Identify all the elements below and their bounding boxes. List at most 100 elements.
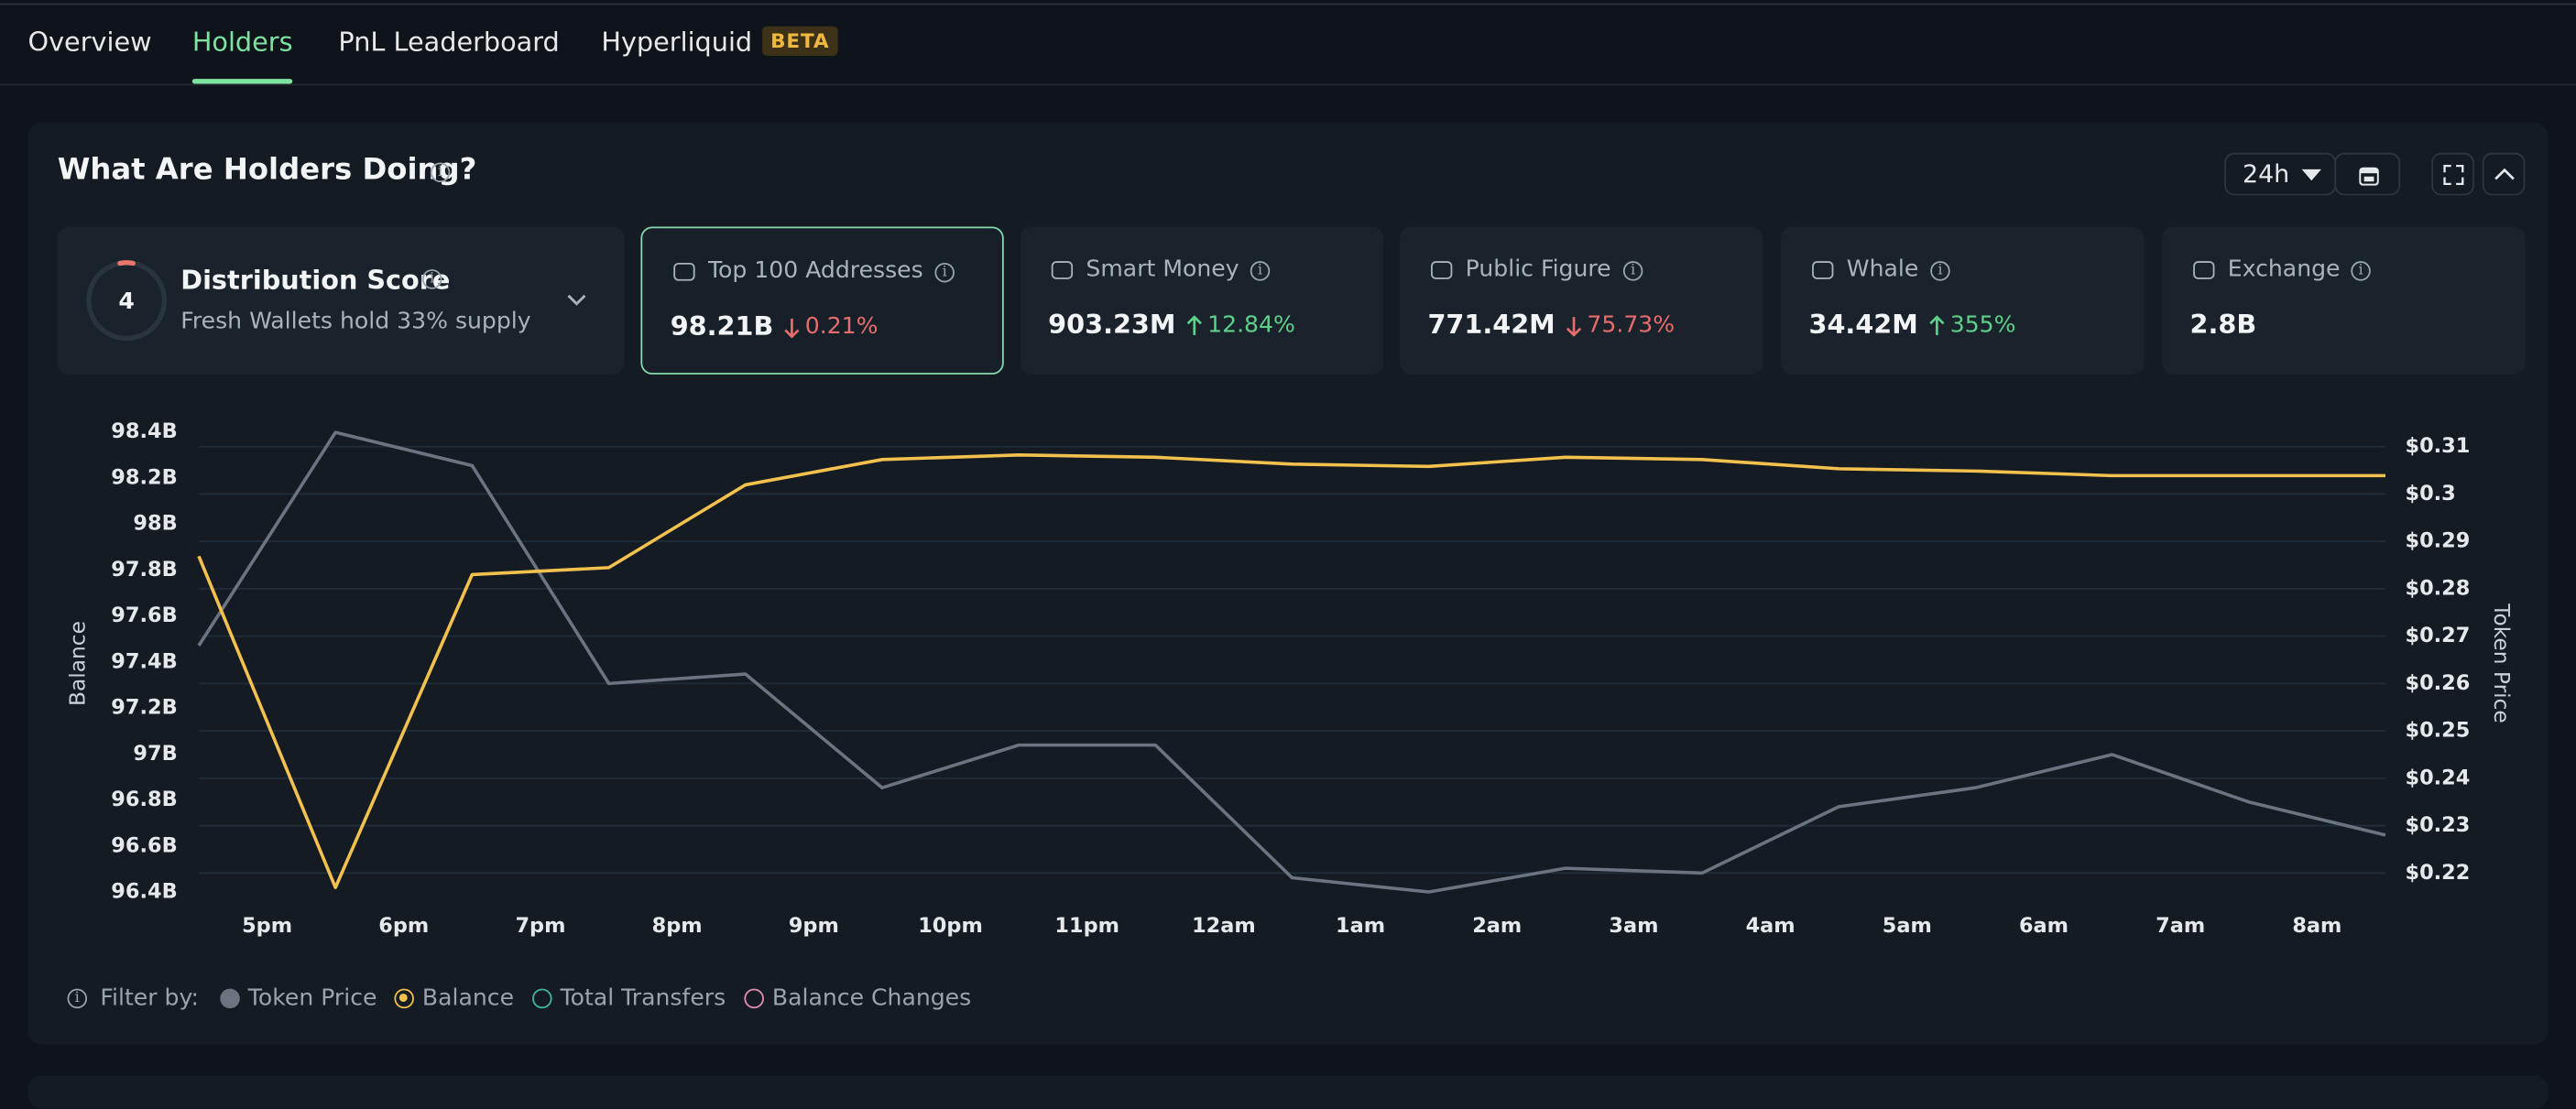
trend-arrow — [1566, 317, 1582, 337]
y-tick-label: 96.8B — [111, 788, 177, 811]
y-tick-label: 98.2B — [111, 465, 177, 489]
card-icon — [1051, 261, 1074, 279]
trend-arrow — [1186, 315, 1202, 335]
x-tick-label: 2am — [1472, 914, 1522, 938]
expand-icon — [2443, 164, 2464, 186]
filter-toggle-fill — [398, 993, 408, 1002]
y2-tick-label: $0.24 — [2405, 766, 2470, 789]
card-label: Top 100 Addresses — [707, 257, 923, 285]
card-value: 34.42M — [1808, 309, 1918, 341]
card-value: 2.8B — [2189, 309, 2257, 341]
timeframe-select[interactable]: 24h — [2224, 152, 2337, 196]
filter-toggle[interactable] — [394, 988, 414, 1009]
calendar-button[interactable] — [2334, 152, 2401, 196]
tab[interactable]: Holders — [191, 26, 293, 58]
score: 4 — [118, 288, 134, 314]
score-card[interactable]: 4 Distribution Score i Fresh Wallets hol… — [57, 226, 625, 375]
y2-tick-label: $0.29 — [2405, 529, 2470, 553]
chevron-down — [567, 294, 586, 306]
x-tick-label: 6pm — [378, 914, 429, 938]
tab[interactable]: Hyperliquid — [601, 26, 753, 58]
info-icon[interactable]: i — [934, 262, 955, 283]
y2-tick-label: $0.26 — [2405, 671, 2470, 695]
score-ring: 4 — [86, 260, 168, 342]
x-tick-label: 9pm — [789, 914, 839, 938]
score-subtitle: Fresh Wallets hold 33% supply — [180, 309, 531, 335]
y-tick-label: 98B — [133, 512, 177, 536]
x-tick-label: 5pm — [242, 914, 292, 938]
calendar-icon — [2359, 167, 2379, 186]
card-value: 98.21B — [670, 310, 774, 342]
divider — [0, 3, 2576, 5]
info-icon[interactable]: i — [1622, 261, 1643, 281]
card-label: Exchange — [2227, 256, 2341, 283]
x-tick-label: 4am — [1746, 914, 1796, 938]
card-icon — [1431, 261, 1453, 279]
x-tick-label: 7pm — [515, 914, 565, 938]
filter-toggle[interactable] — [532, 988, 552, 1009]
stat-card[interactable]: Public Figure 771.42M i 75.73% — [1399, 226, 1763, 375]
info-icon[interactable]: i — [2351, 261, 2371, 281]
series-line — [197, 430, 2386, 894]
caret — [2301, 169, 2322, 181]
y2-tick-label: $0.25 — [2405, 719, 2470, 743]
card-icon — [2193, 261, 2215, 279]
trend-arrow — [784, 318, 800, 339]
info-icon[interactable]: i — [1250, 261, 1271, 281]
info-icon: i — [67, 988, 88, 1009]
info-icon[interactable]: i — [430, 162, 451, 183]
series-line — [197, 452, 2385, 889]
x-tick-label: 6am — [2019, 914, 2068, 938]
stat-card[interactable]: Exchange 2.8B i — [2162, 226, 2526, 375]
card-value: 771.42M — [1427, 309, 1555, 341]
filter-option[interactable]: Token Price — [247, 985, 377, 1012]
card-label: Whale — [1846, 256, 1919, 283]
panel-title: What Are Holders Doing? — [57, 152, 477, 188]
y2-axis-title: Token Price — [2489, 603, 2514, 723]
divider — [0, 83, 2576, 86]
card-label: Public Figure — [1465, 256, 1611, 283]
x-tick-label: 10pm — [918, 914, 983, 938]
y2-tick-label: $0.23 — [2405, 813, 2470, 837]
y-tick-label: 97.6B — [111, 603, 177, 627]
filter-toggle[interactable] — [744, 988, 764, 1009]
filter-toggle[interactable] — [220, 988, 240, 1009]
x-tick-label: 3am — [1609, 914, 1658, 938]
filter-option[interactable]: Balance — [421, 985, 515, 1012]
collapse-button[interactable] — [2482, 152, 2526, 196]
stat-card[interactable]: Top 100 Addresses 98.21B i 0.21% — [640, 226, 1004, 375]
card-value: 903.23M — [1048, 309, 1176, 341]
timeframe-value: 24h — [2242, 158, 2290, 190]
y2-tick-label: $0.28 — [2405, 576, 2470, 600]
y2-tick-label: $0.31 — [2405, 434, 2470, 458]
stat-card[interactable]: Whale 34.42M i 355% — [1781, 226, 2145, 375]
x-tick-label: 12am — [1192, 914, 1256, 938]
x-tick-label: 7am — [2156, 914, 2205, 938]
card-change: 355% — [1949, 311, 2016, 339]
tab[interactable]: Overview — [27, 26, 152, 58]
y-tick-label: 97.2B — [111, 696, 177, 720]
info-icon[interactable]: i — [421, 269, 442, 289]
info-icon[interactable]: i — [1930, 261, 1950, 281]
card-change: 12.84% — [1207, 311, 1295, 339]
card-label: Smart Money — [1086, 256, 1239, 283]
filter-option[interactable]: Balance Changes — [771, 985, 972, 1012]
trend-arrow — [1929, 315, 1945, 335]
fullscreen-button[interactable] — [2431, 152, 2474, 196]
chevron-up — [2494, 168, 2515, 180]
x-tick-label: 8am — [2292, 914, 2341, 938]
x-tick-label: 8pm — [652, 914, 703, 938]
y2-tick-label: $0.22 — [2405, 861, 2470, 885]
card-change: 0.21% — [804, 313, 879, 341]
y-axis-title: Balance — [66, 621, 91, 706]
stat-card[interactable]: Smart Money 903.23M i 12.84% — [1020, 226, 1384, 375]
y-tick-label: 97.8B — [111, 558, 177, 582]
score-title: Distribution Score — [180, 264, 451, 296]
tab[interactable]: PnL Leaderboard — [338, 26, 560, 58]
y-tick-label: 97.4B — [111, 649, 177, 673]
filter-option[interactable]: Total Transfers — [560, 985, 726, 1012]
y-tick-label: 96.4B — [111, 880, 177, 904]
y2-tick-label: $0.27 — [2405, 624, 2470, 647]
